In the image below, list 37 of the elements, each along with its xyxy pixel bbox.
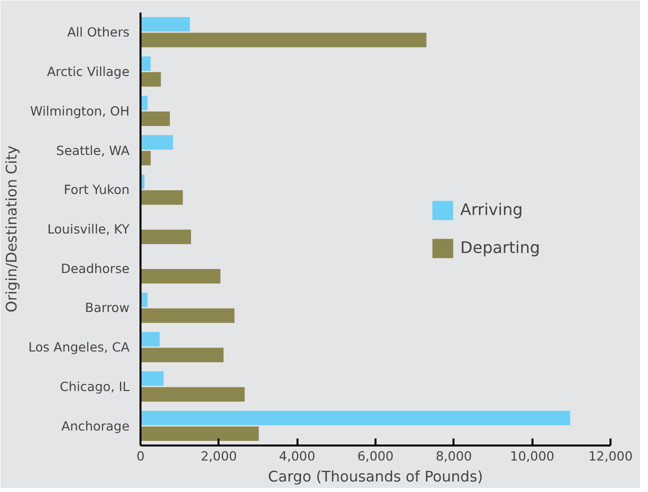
bar	[140, 308, 234, 323]
bar	[140, 17, 190, 32]
bar	[140, 268, 220, 284]
bar	[140, 348, 224, 362]
legend-label: Departing	[460, 238, 540, 257]
bar	[140, 410, 570, 426]
bar	[140, 135, 174, 150]
x-tick-label: 6,000	[357, 448, 394, 464]
y-tick-label: Fort Yukon	[64, 182, 130, 198]
y-axis-title: Origin/Destination City	[3, 145, 20, 312]
bar	[140, 387, 245, 402]
y-tick-label: All Others	[67, 24, 130, 40]
y-tick-label: Louisville, KY	[47, 222, 130, 236]
y-tick-label: Deadhorse	[60, 260, 130, 276]
y-tick-label: Chicago, IL	[60, 378, 130, 394]
y-tick-label: Wilmington, OH	[30, 103, 130, 118]
bar	[140, 112, 170, 126]
bar	[140, 426, 259, 441]
y-tick-label: Seattle, WA	[56, 142, 130, 158]
y-tick-label: Anchorage	[61, 418, 130, 434]
bar	[140, 332, 160, 346]
legend-label: Arriving	[460, 200, 523, 219]
y-tick-label: Barrow	[85, 300, 130, 316]
x-tick-label: 10,000	[510, 448, 554, 464]
bar	[140, 230, 192, 244]
x-tick-label: 12,000	[588, 448, 633, 464]
bar	[140, 32, 426, 48]
x-tick-label: 0	[136, 448, 145, 464]
y-tick-label: Los Angeles, CA	[28, 340, 130, 355]
y-tick-label: Arctic Village	[46, 64, 130, 80]
bar	[140, 72, 161, 87]
bar	[140, 371, 164, 386]
x-tick-label: 2,000	[200, 448, 237, 464]
x-tick-label: 8,000	[436, 448, 472, 464]
x-axis-title: Cargo (Thousands of Pounds)	[268, 468, 483, 486]
bar	[140, 190, 183, 205]
x-tick-label: 4,000	[279, 448, 316, 464]
